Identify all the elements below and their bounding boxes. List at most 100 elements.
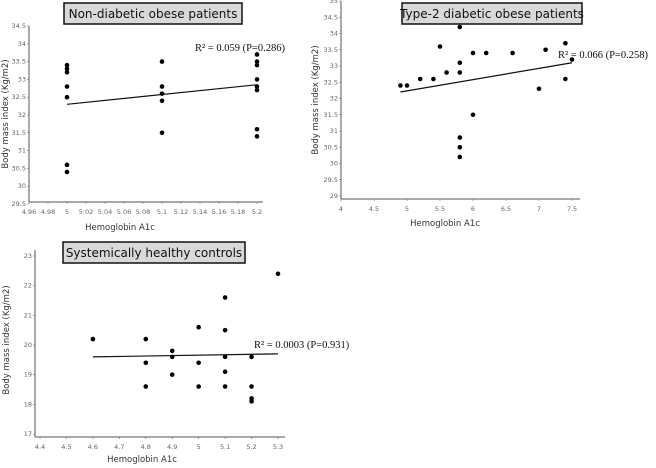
y-tick-label: 33.5 <box>12 58 26 66</box>
data-point <box>159 98 165 104</box>
x-tick-label: 7 <box>537 205 541 213</box>
data-point <box>196 324 201 330</box>
x-tick-label: 4.8 <box>141 443 151 451</box>
y-tick-label: 33 <box>18 75 26 83</box>
data-point <box>254 77 260 82</box>
x-tick-label: 5.1 <box>220 443 230 451</box>
data-point <box>457 154 463 160</box>
data-point <box>196 360 201 366</box>
data-point <box>169 348 175 354</box>
x-tick-label: 4.4 <box>35 443 45 451</box>
title-box <box>62 241 246 264</box>
data-point <box>254 52 260 57</box>
data-point <box>457 24 463 30</box>
y-tick-label: 31 <box>18 147 26 155</box>
x-tick-label: 5 <box>65 208 69 216</box>
x-tick-label: 5.04 <box>98 208 112 216</box>
x-tick-label: 6.5 <box>501 205 511 213</box>
data-point <box>64 69 70 75</box>
x-tick-label: 5.02 <box>79 208 93 216</box>
y-tick-label: 34 <box>18 40 26 48</box>
x-axis-label: Hemoglobin A1c <box>410 219 480 229</box>
x-tick-label: 4 <box>339 205 343 213</box>
y-tick-label: 21 <box>24 311 32 319</box>
scatter-chart-1: 4.96 4.98 5 5.02 5.04 5.06 5.08 5.1 5.12 5.14 5.16… <box>1 2 285 233</box>
data-point <box>275 271 281 277</box>
scatter-chart-3: 4.4 4.5 4.6 4.7 4.8 4.9 5 5.1 5.2 5.3 17 18 19 20 21 22… <box>2 241 350 465</box>
data-point <box>254 87 260 93</box>
y-tick-label: 30.5 <box>324 143 338 151</box>
y-axis-label: Body mass index (Kg/m2) <box>2 285 12 394</box>
data-point <box>569 57 575 62</box>
data-point <box>444 70 449 75</box>
y-axis-label: Body mass index (Kg/m2) <box>1 59 11 168</box>
r-squared-annotation: R² = 0.059 (P=0.286) <box>195 43 285 54</box>
y-tick-label: 34.5 <box>324 13 338 21</box>
data-point <box>417 76 423 82</box>
y-axis-label: Body mass index (Kg/m2) <box>311 45 321 154</box>
data-point <box>254 134 260 139</box>
y-tick-label: 30.5 <box>12 164 26 172</box>
x-tick-label: 7.5 <box>567 205 577 213</box>
y-tick-label: 30 <box>330 160 338 168</box>
data-point <box>64 169 70 175</box>
x-axis-label: Hemoglobin A1c <box>107 455 177 465</box>
x-tick-label: 5.14 <box>193 208 207 216</box>
data-point <box>169 354 175 360</box>
chart-title: Systemically healthy controls <box>66 246 242 260</box>
x-tick-label: 5.18 <box>231 208 245 216</box>
y-tick-label: 33 <box>330 62 338 70</box>
r-squared-annotation: R² = 0.066 (P=0.258) <box>558 50 648 61</box>
data-point <box>222 354 228 360</box>
y-tick-label: 20 <box>24 341 32 349</box>
data-point <box>536 86 542 92</box>
data-point <box>159 130 165 136</box>
chart-title: Type-2 diabetic obese patients <box>399 7 584 21</box>
data-point <box>249 399 254 404</box>
data-point <box>254 84 260 89</box>
y-tick-label: 31.5 <box>324 111 338 119</box>
data-point <box>254 62 260 68</box>
data-point <box>159 84 165 89</box>
x-tick-label: 5.08 <box>136 208 150 216</box>
x-tick-label: 5.2 <box>252 208 262 216</box>
data-point <box>64 162 70 168</box>
x-tick-label: 4.9 <box>167 443 177 451</box>
y-tick-label: 23 <box>24 252 32 260</box>
data-point <box>222 327 228 333</box>
chart-title: Non-diabetic obese patients <box>69 7 238 21</box>
y-tick-label: 19 <box>24 371 32 379</box>
x-tick-label: 5.06 <box>117 208 131 216</box>
data-point <box>143 336 149 342</box>
data-point <box>143 360 149 366</box>
y-tick-label: 18 <box>24 400 32 408</box>
r-squared-annotation: R² = 0.0003 (P=0.931) <box>254 340 350 351</box>
data-point <box>254 59 260 64</box>
data-point <box>404 83 410 88</box>
data-point <box>222 295 228 300</box>
y-tick-label: 33.5 <box>324 46 338 54</box>
data-point <box>398 83 403 88</box>
y-tick-label: 30 <box>18 182 26 190</box>
data-point <box>159 59 165 64</box>
data-point <box>510 50 515 56</box>
data-point <box>90 336 96 342</box>
data-point <box>159 91 165 96</box>
data-point <box>222 384 228 389</box>
x-tick-label: 4.98 <box>41 208 55 216</box>
y-tick-label: 34 <box>330 30 338 38</box>
x-tick-label: 5 <box>197 443 201 451</box>
data-point <box>196 384 201 389</box>
data-point <box>64 84 70 89</box>
data-point <box>543 47 548 53</box>
y-tick-label: 29.5 <box>324 176 338 184</box>
data-point <box>431 76 436 82</box>
data-point <box>143 384 149 389</box>
y-tick-label: 31.5 <box>12 129 26 137</box>
x-tick-label: 5.5 <box>435 205 445 213</box>
x-tick-label: 5.3 <box>273 443 283 451</box>
x-tick-label: 5.16 <box>212 208 226 216</box>
title-box <box>401 2 583 25</box>
y-tick-label: 31 <box>330 127 338 135</box>
